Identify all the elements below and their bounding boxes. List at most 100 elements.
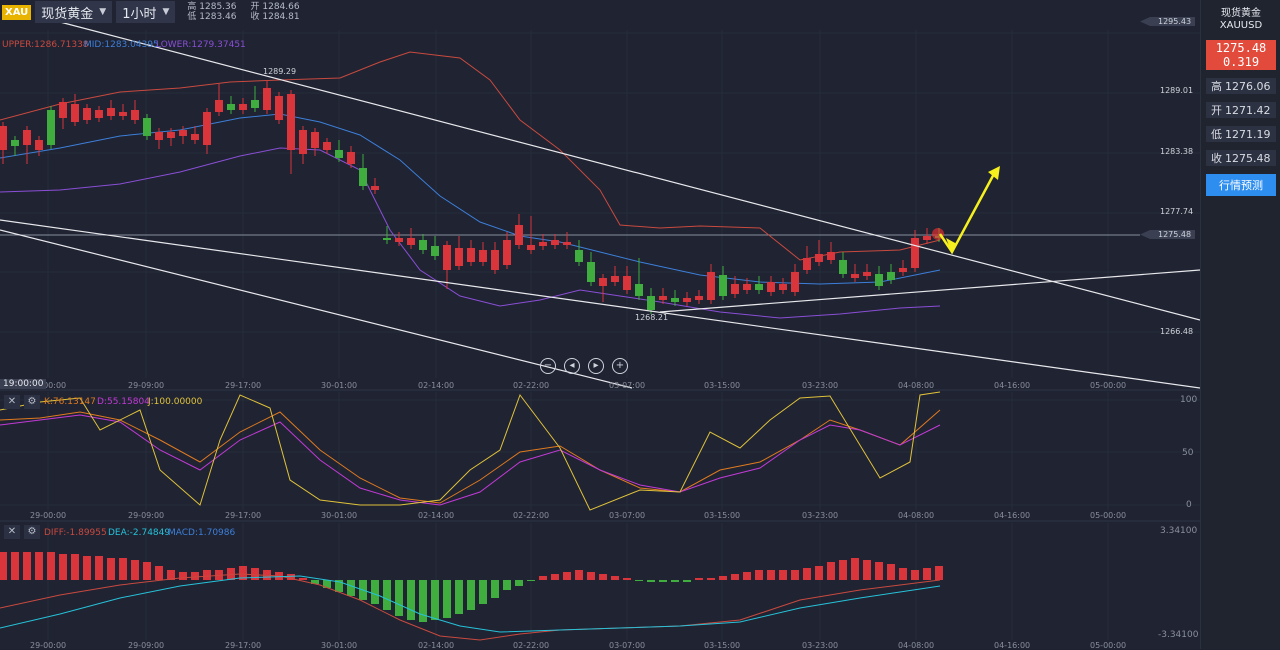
- time-axis-label: 04-16:00: [994, 511, 1031, 520]
- quote-low-value: 1271.19: [1225, 127, 1271, 141]
- boll-mid-line: [0, 113, 941, 285]
- macd-histogram-bar: [743, 572, 751, 580]
- candle-body: [167, 132, 175, 138]
- macd-histogram-bar: [59, 554, 67, 580]
- candle: [671, 290, 679, 306]
- price-axis-label: 1277.74: [1160, 207, 1194, 216]
- macd-histogram-bar: [923, 568, 931, 580]
- macd-histogram-bar: [191, 572, 199, 580]
- macd-histogram-bar: [779, 570, 787, 580]
- time-axis-label: 03-07:00: [609, 381, 646, 390]
- candle: [575, 240, 583, 266]
- candle-body: [419, 240, 427, 250]
- candle: [707, 264, 715, 304]
- boll-mid-label: MID:1283.04395: [84, 40, 159, 50]
- macd-histogram-bar: [887, 564, 895, 580]
- macd-macd-label: MACD:1.70986: [168, 528, 236, 538]
- candle: [191, 126, 199, 144]
- candle-body: [215, 100, 223, 112]
- time-axis-label: 04-08:00: [898, 511, 935, 520]
- time-axis-label: 30-01:00: [321, 641, 358, 650]
- macd-histogram-bar: [527, 580, 535, 581]
- macd-histogram-bar: [119, 558, 127, 580]
- candle: [347, 146, 355, 168]
- symbol-selector[interactable]: 现货黄金 ▼: [35, 1, 113, 23]
- candle-body: [599, 278, 607, 286]
- kdj-j-line: [0, 391, 941, 511]
- candle: [647, 288, 655, 314]
- candle: [527, 216, 535, 254]
- candle-body: [83, 108, 91, 120]
- macd-dea-label: DEA:-2.74849: [108, 528, 171, 538]
- quote-open-label: 开: [1211, 104, 1222, 117]
- close-icon[interactable]: ✕: [4, 525, 20, 539]
- candle: [491, 242, 499, 274]
- candle: [155, 128, 163, 149]
- zoom-out-button[interactable]: −: [540, 358, 556, 374]
- panel-bg: [0, 392, 1200, 510]
- gear-icon[interactable]: ⚙: [24, 395, 40, 409]
- macd-diff-label: DIFF:-1.89955: [44, 528, 107, 538]
- chart-canvas[interactable]: [0, 0, 1200, 649]
- macd-histogram-bar: [695, 578, 703, 580]
- price-axis-label: 1283.38: [1160, 147, 1194, 156]
- time-axis-label: 02-22:00: [513, 641, 550, 650]
- candle-body: [383, 238, 391, 240]
- quote-high-label: 高: [1211, 80, 1222, 93]
- candle-body: [623, 276, 631, 290]
- chart-area[interactable]: XAU 现货黄金 ▼ 1小时 ▼ 高 1285.36 开 1284.66 低 1…: [0, 0, 1200, 650]
- time-axis-label: 03-07:00: [609, 641, 646, 650]
- scroll-left-button[interactable]: ◂: [564, 358, 580, 374]
- macd-histogram-bar: [935, 566, 943, 580]
- forecast-button[interactable]: 行情预测: [1206, 174, 1276, 196]
- macd-histogram-bar: [155, 566, 163, 580]
- macd-histogram-bar: [179, 572, 187, 580]
- scroll-right-button[interactable]: ▸: [588, 358, 604, 374]
- arrow-head-icon: [988, 166, 1000, 180]
- candle: [0, 122, 7, 164]
- macd-histogram-bar: [23, 552, 31, 580]
- timeframe-selector[interactable]: 1小时 ▼: [116, 1, 176, 23]
- candle: [251, 86, 259, 112]
- candle-body: [719, 275, 727, 296]
- candle-body: [407, 238, 415, 245]
- candle-body: [443, 245, 451, 270]
- macd-histogram-bar: [251, 568, 259, 580]
- price-axis-label: 1295.43: [1140, 17, 1196, 26]
- price-axis-label: 1266.48: [1160, 327, 1194, 336]
- kdj-axis-100: 100: [1180, 395, 1198, 405]
- candle-body: [779, 284, 787, 290]
- candle-body: [839, 260, 847, 274]
- time-axis-label: 02-14:00: [418, 511, 455, 520]
- time-axis-label: 29-17:00: [225, 381, 262, 390]
- time-axis-label: 29-09:00: [128, 641, 165, 650]
- quote-close-label: 收: [1211, 152, 1222, 165]
- zoom-in-button[interactable]: +: [612, 358, 628, 374]
- candle-body: [323, 142, 331, 150]
- candle: [287, 90, 295, 174]
- time-axis-label: 03-15:00: [704, 511, 741, 520]
- kdj-k-label: K:76.13147: [44, 397, 96, 407]
- candle-body: [851, 274, 859, 278]
- candle-body: [659, 296, 667, 300]
- candle: [239, 98, 247, 114]
- macd-histogram-bar: [611, 576, 619, 580]
- candle: [611, 266, 619, 286]
- candle: [875, 266, 883, 290]
- arrow-head-icon: [946, 238, 957, 254]
- macd-histogram-bar: [107, 558, 115, 580]
- chart-toolbar: XAU 现货黄金 ▼ 1小时 ▼ 高 1285.36 开 1284.66 低 1…: [0, 0, 300, 24]
- candle: [827, 242, 835, 264]
- crosshair-time: 19:00:00: [0, 379, 47, 389]
- candle: [47, 106, 55, 149]
- candle-body: [95, 110, 103, 118]
- chevron-down-icon: ▼: [99, 7, 107, 17]
- macd-histogram-bar: [671, 580, 679, 582]
- macd-histogram-bar: [143, 562, 151, 580]
- boll-lower-line: [0, 147, 941, 319]
- gear-icon[interactable]: ⚙: [24, 525, 40, 539]
- candle: [383, 226, 391, 244]
- macd-histogram-bar: [635, 580, 643, 581]
- close-icon[interactable]: ✕: [4, 395, 20, 409]
- candle: [95, 106, 103, 122]
